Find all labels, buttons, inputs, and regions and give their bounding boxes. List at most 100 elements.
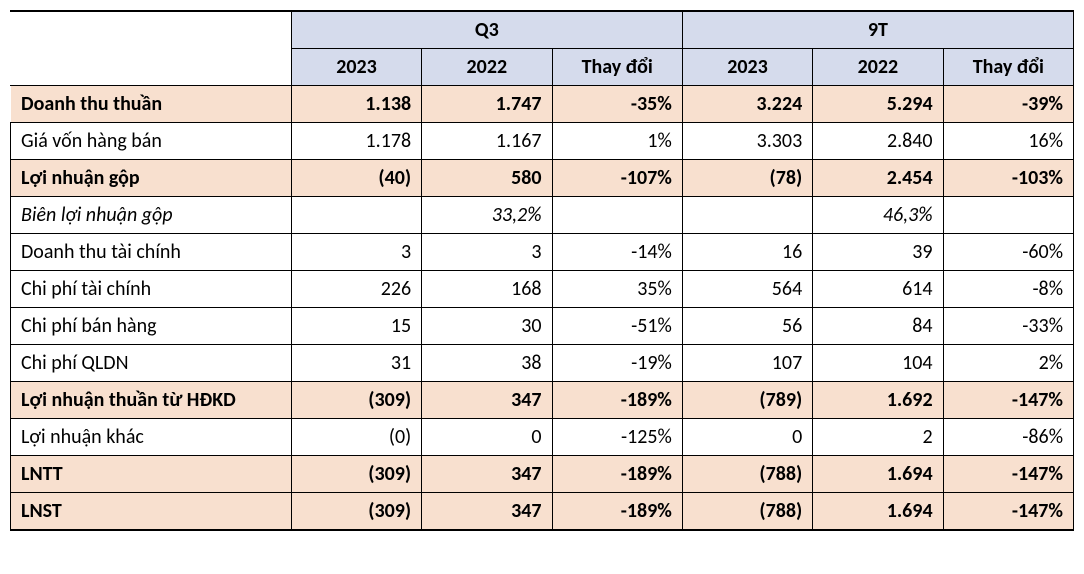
header-group-9t: 9T (682, 11, 1073, 49)
data-cell: 2.840 (813, 123, 943, 160)
data-cell: -33% (943, 308, 1073, 345)
data-cell: 3.224 (682, 86, 812, 123)
financial-table: Q3 9T 2023 2022 Thay đổi 2023 2022 Thay … (10, 10, 1074, 531)
data-cell: -60% (943, 234, 1073, 271)
header-2022-9t: 2022 (813, 49, 943, 86)
data-cell: -51% (552, 308, 682, 345)
data-cell: 3.303 (682, 123, 812, 160)
data-cell: -189% (552, 493, 682, 531)
data-cell: 31 (291, 345, 421, 382)
table-row: Doanh thu thuần1.1381.747-35%3.2245.294-… (11, 86, 1074, 123)
table-row: Chi phí bán hàng1530-51%5684-33% (11, 308, 1074, 345)
data-cell: -189% (552, 382, 682, 419)
data-cell (552, 197, 682, 234)
data-cell: -189% (552, 456, 682, 493)
data-cell: -86% (943, 419, 1073, 456)
data-cell: 3 (422, 234, 552, 271)
row-label: LNST (11, 493, 292, 531)
data-cell: (788) (682, 456, 812, 493)
table-row: Chi phí QLDN3138-19%1071042% (11, 345, 1074, 382)
data-cell (943, 197, 1073, 234)
data-cell: 1% (552, 123, 682, 160)
row-label: Chi phí bán hàng (11, 308, 292, 345)
table-row: Doanh thu tài chính33-14%1639-60% (11, 234, 1074, 271)
table-row: Lợi nhuận khác(0)0-125%02-86% (11, 419, 1074, 456)
table-row: Lợi nhuận gộp(40)580-107%(78)2.454-103% (11, 160, 1074, 197)
data-cell: 614 (813, 271, 943, 308)
table-body: Doanh thu thuần1.1381.747-35%3.2245.294-… (11, 86, 1074, 531)
data-cell: (78) (682, 160, 812, 197)
data-cell: (0) (291, 419, 421, 456)
data-cell: 3 (291, 234, 421, 271)
data-cell: 84 (813, 308, 943, 345)
table-row: Biên lợi nhuận gộp 33,2% 46,3% (11, 197, 1074, 234)
data-cell: 2.454 (813, 160, 943, 197)
row-label: Chi phí tài chính (11, 271, 292, 308)
table-row: LNST(309)347-189%(788)1.694-147% (11, 493, 1074, 531)
data-cell: -125% (552, 419, 682, 456)
data-cell: 1.178 (291, 123, 421, 160)
data-cell: 56 (682, 308, 812, 345)
data-cell: 1.138 (291, 86, 421, 123)
data-cell: 33,2% (422, 197, 552, 234)
data-cell: 2% (943, 345, 1073, 382)
header-2023-9t: 2023 (682, 49, 812, 86)
data-cell: 107 (682, 345, 812, 382)
data-cell: 347 (422, 382, 552, 419)
data-cell: -103% (943, 160, 1073, 197)
header-group-q3: Q3 (291, 11, 682, 49)
row-label: LNTT (11, 456, 292, 493)
data-cell: 226 (291, 271, 421, 308)
table-row: Giá vốn hàng bán1.1781.1671%3.3032.84016… (11, 123, 1074, 160)
data-cell: 1.747 (422, 86, 552, 123)
row-label: Lợi nhuận khác (11, 419, 292, 456)
data-cell: -35% (552, 86, 682, 123)
data-cell: -147% (943, 456, 1073, 493)
row-label: Chi phí QLDN (11, 345, 292, 382)
data-cell: 1.694 (813, 456, 943, 493)
data-cell: 30 (422, 308, 552, 345)
data-cell: -39% (943, 86, 1073, 123)
row-label: Doanh thu thuần (11, 86, 292, 123)
row-label: Biên lợi nhuận gộp (11, 197, 292, 234)
data-cell: 38 (422, 345, 552, 382)
data-cell (291, 197, 421, 234)
data-cell: 46,3% (813, 197, 943, 234)
header-row-groups: Q3 9T (11, 11, 1074, 49)
data-cell: 347 (422, 493, 552, 531)
data-cell: 2 (813, 419, 943, 456)
data-cell: 0 (422, 419, 552, 456)
data-cell: -107% (552, 160, 682, 197)
data-cell: 347 (422, 456, 552, 493)
data-cell: 16 (682, 234, 812, 271)
data-cell: (309) (291, 493, 421, 531)
data-cell: -147% (943, 382, 1073, 419)
row-label: Lợi nhuận thuần từ HĐKD (11, 382, 292, 419)
data-cell: -147% (943, 493, 1073, 531)
data-cell: -8% (943, 271, 1073, 308)
row-label: Lợi nhuận gộp (11, 160, 292, 197)
data-cell: 0 (682, 419, 812, 456)
header-empty (11, 11, 292, 86)
header-change-q3: Thay đổi (552, 49, 682, 86)
table-row: Lợi nhuận thuần từ HĐKD(309)347-189%(789… (11, 382, 1074, 419)
data-cell: (309) (291, 456, 421, 493)
data-cell: 15 (291, 308, 421, 345)
table-row: LNTT(309)347-189%(788)1.694-147% (11, 456, 1074, 493)
header-2022-q3: 2022 (422, 49, 552, 86)
data-cell: 5.294 (813, 86, 943, 123)
data-cell: (788) (682, 493, 812, 531)
data-cell: 39 (813, 234, 943, 271)
data-cell: 564 (682, 271, 812, 308)
data-cell: 16% (943, 123, 1073, 160)
header-2023-q3: 2023 (291, 49, 421, 86)
row-label: Doanh thu tài chính (11, 234, 292, 271)
data-cell: 35% (552, 271, 682, 308)
data-cell: (789) (682, 382, 812, 419)
data-cell: -19% (552, 345, 682, 382)
table-row: Chi phí tài chính22616835%564614-8% (11, 271, 1074, 308)
data-cell (682, 197, 812, 234)
data-cell: 1.692 (813, 382, 943, 419)
data-cell: (40) (291, 160, 421, 197)
data-cell: 580 (422, 160, 552, 197)
